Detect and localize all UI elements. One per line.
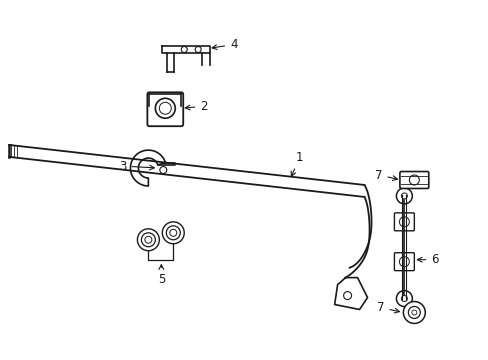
FancyBboxPatch shape (399, 171, 428, 189)
Circle shape (407, 306, 420, 319)
Text: 7: 7 (374, 168, 397, 181)
Circle shape (144, 236, 152, 243)
Circle shape (181, 46, 187, 53)
FancyBboxPatch shape (147, 92, 183, 126)
Circle shape (195, 46, 201, 53)
Text: 1: 1 (290, 150, 303, 176)
Circle shape (411, 310, 416, 315)
Circle shape (137, 229, 159, 251)
Circle shape (399, 257, 408, 267)
Circle shape (343, 292, 351, 300)
Circle shape (401, 296, 407, 302)
Circle shape (159, 102, 171, 114)
Text: 6: 6 (417, 253, 438, 266)
Text: 3: 3 (119, 159, 154, 172)
Circle shape (166, 226, 180, 240)
Circle shape (162, 222, 184, 244)
Text: 2: 2 (185, 100, 207, 113)
Circle shape (160, 167, 166, 174)
Circle shape (403, 302, 425, 323)
FancyBboxPatch shape (394, 213, 413, 231)
Circle shape (141, 233, 155, 247)
Circle shape (399, 217, 408, 227)
Text: 7: 7 (376, 301, 399, 314)
Circle shape (169, 229, 176, 236)
Text: 5: 5 (157, 265, 164, 286)
Circle shape (401, 193, 407, 199)
Circle shape (155, 98, 175, 118)
Circle shape (408, 175, 419, 185)
Circle shape (396, 188, 411, 204)
FancyBboxPatch shape (394, 253, 413, 271)
Text: 4: 4 (212, 38, 237, 51)
Circle shape (396, 291, 411, 306)
